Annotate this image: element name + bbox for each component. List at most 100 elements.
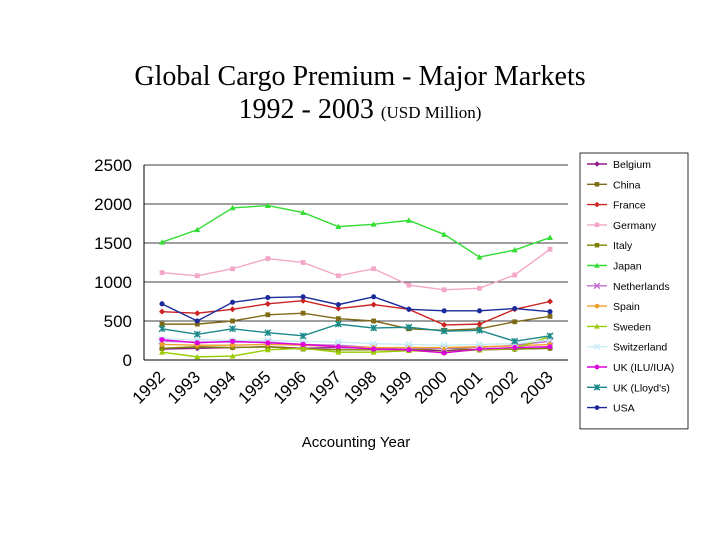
legend-label: Switzerland [613, 342, 667, 354]
data-point [370, 301, 377, 308]
legend-item: Japan [587, 261, 642, 273]
data-point [335, 344, 341, 350]
legend-box [579, 152, 689, 430]
x-tick-label: 1999 [376, 367, 416, 407]
data-point [371, 266, 377, 272]
legend-marker [594, 182, 600, 187]
series-germany [159, 246, 553, 293]
data-point [229, 325, 237, 333]
data-point [229, 353, 236, 359]
series-china [159, 310, 553, 333]
data-point [229, 204, 236, 211]
data-point [265, 256, 271, 261]
data-point [440, 341, 448, 349]
legend-item: France [587, 200, 646, 212]
series-line-spain [161, 343, 551, 349]
legend-label: Germany [613, 220, 657, 232]
legend: Belgium China France Germany Italy Japan Nethe… [579, 152, 689, 430]
legend-item: Belgium [587, 159, 651, 171]
data-point [300, 294, 306, 300]
data-point [477, 285, 482, 291]
legend-marker [594, 161, 600, 167]
legend-item: USA [587, 403, 635, 415]
data-point [229, 338, 236, 344]
legend-label: Italy [613, 240, 633, 252]
x-axis-label: Accounting Year [302, 434, 410, 451]
data-point [265, 340, 271, 346]
data-point [300, 345, 307, 351]
series-line-japan [161, 204, 551, 258]
x-tick-label: 2001 [446, 367, 486, 407]
series-line-switzerland [161, 338, 551, 346]
legend-item: China [587, 179, 641, 191]
data-point [194, 340, 200, 346]
series-usa [159, 294, 553, 324]
data-point [229, 299, 236, 305]
legend-label: USA [613, 403, 635, 415]
data-point [335, 305, 342, 312]
data-point [194, 273, 200, 279]
legend-marker [594, 405, 600, 410]
data-point [300, 209, 307, 215]
data-point [194, 321, 200, 327]
data-point [334, 320, 342, 328]
legend-item: Spain [587, 301, 640, 313]
data-point [547, 234, 553, 240]
data-point [159, 341, 165, 347]
data-point [159, 345, 165, 351]
data-point [475, 340, 483, 348]
legend-label: Netherlands [613, 281, 670, 293]
legend-marker [594, 222, 600, 228]
chart-title-years: 1992 - 2003 [238, 94, 374, 125]
x-tick-label: 2002 [481, 367, 521, 407]
legend-label: Belgium [613, 159, 651, 171]
series-line-france [161, 300, 551, 326]
data-point [406, 282, 412, 288]
data-point [371, 294, 377, 300]
series-uk-ilu-iua [159, 337, 553, 356]
legend-label: France [613, 200, 646, 212]
series-line-usa [161, 296, 551, 322]
series-line-uk-lloyd-s [161, 323, 551, 342]
x-axis-ticks: 1992199319941995199619971998199920002001… [129, 367, 557, 407]
data-point [264, 329, 272, 337]
data-point [194, 226, 201, 233]
data-point [159, 349, 165, 355]
data-point [300, 260, 306, 265]
legend-marker [594, 242, 600, 248]
data-point [335, 223, 342, 230]
chart-title-line1: Global Cargo Premium - Major Markets [134, 61, 586, 92]
data-point [547, 298, 553, 305]
legend-item: Switzerland [587, 342, 667, 354]
data-point [159, 337, 165, 343]
data-point [193, 330, 201, 338]
data-point [512, 319, 518, 325]
chart-title-line2: 1992 - 2003 (USD Million) [0, 93, 720, 129]
legend-item: Italy [587, 240, 633, 252]
data-point [405, 323, 413, 331]
legend-marker [593, 384, 601, 391]
y-tick-label: 1500 [94, 234, 132, 253]
data-point [547, 246, 553, 252]
data-point [546, 332, 554, 340]
data-point [264, 346, 271, 353]
x-tick-label: 2003 [517, 367, 557, 407]
data-point [511, 247, 518, 253]
legend-marker [593, 282, 601, 290]
data-point [441, 350, 447, 356]
data-point [334, 338, 342, 346]
data-point [547, 313, 553, 319]
data-point [405, 217, 412, 223]
legend-item: UK (ILU/IUA) [587, 362, 674, 374]
series-uk-lloyd-s [158, 320, 554, 345]
x-tick-label: 1996 [270, 367, 310, 407]
data-point [264, 202, 271, 208]
data-point [370, 324, 378, 332]
data-point [440, 327, 448, 335]
data-point [194, 310, 201, 317]
data-point [547, 309, 553, 315]
legend-marker [594, 323, 600, 329]
data-point [194, 353, 201, 360]
legend-marker [594, 364, 600, 370]
series-line-germany [161, 248, 551, 291]
